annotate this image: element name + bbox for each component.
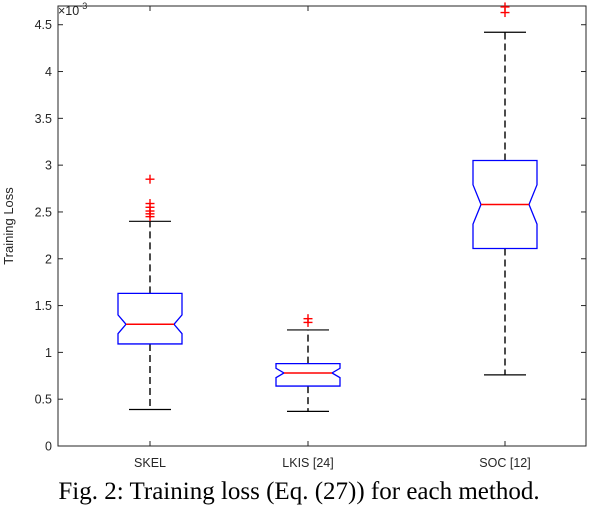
y-axis-exponent: ×10-3 xyxy=(58,1,87,18)
y-tick-label: 3 xyxy=(45,159,52,173)
plot-area xyxy=(57,5,587,447)
box-soc xyxy=(472,2,538,376)
x-tick-label: LKIS [24] xyxy=(282,456,333,470)
y-tick-label: 0 xyxy=(45,440,52,454)
y-axis-label: Training Loss xyxy=(1,187,16,265)
notched-box xyxy=(117,292,183,345)
box-lkis xyxy=(275,314,341,412)
y-tick-label: 4.5 xyxy=(35,18,52,32)
outlier-marker xyxy=(145,199,155,209)
notched-box xyxy=(472,159,538,250)
box-skel xyxy=(117,174,183,411)
y-tick-label: 3.5 xyxy=(35,112,52,126)
y-tick-label: 1 xyxy=(45,346,52,360)
y-tick-label: 1.5 xyxy=(35,299,52,313)
notched-box xyxy=(275,362,341,387)
boxplot-chart: 0 0.5 1 1.5 2 2.5 3 3.5 4 4.5 SKEL LKIS [24] SOC [12… xyxy=(1,1,587,470)
y-tick-label: 0.5 xyxy=(35,393,52,407)
y-axis-exponent-power: -3 xyxy=(79,1,87,11)
figure-caption: Fig. 2: Training loss (Eq. (27)) for eac… xyxy=(58,478,540,505)
x-tick-label: SKEL xyxy=(134,456,166,470)
x-tick-label: SOC [12] xyxy=(479,456,530,470)
y-tick-label: 4 xyxy=(45,65,52,79)
y-axis-exponent-base: ×10 xyxy=(58,4,79,18)
outlier-marker xyxy=(145,174,155,184)
outlier-marker xyxy=(303,314,313,324)
outlier-marker xyxy=(500,2,510,12)
y-tick-label: 2.5 xyxy=(35,205,52,219)
y-tick-label: 2 xyxy=(45,252,52,266)
